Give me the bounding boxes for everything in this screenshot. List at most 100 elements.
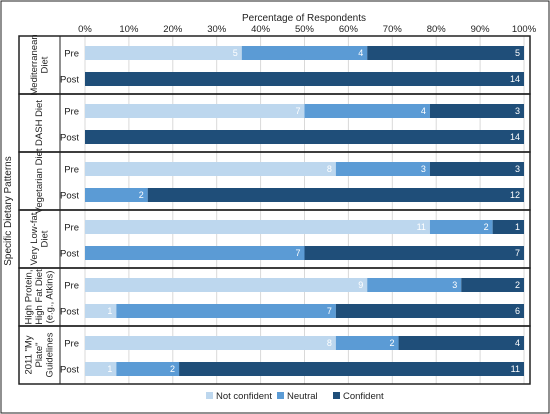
bar-segment xyxy=(85,72,524,86)
data-label: 5 xyxy=(515,48,520,58)
x-tick-label: 40% xyxy=(251,24,271,35)
x-tick-label: 70% xyxy=(383,24,403,35)
row-label: Pre xyxy=(64,49,79,60)
bar-segment xyxy=(429,104,524,118)
row-label: Post xyxy=(60,133,79,144)
bar-segment xyxy=(367,46,524,60)
data-label: 1 xyxy=(107,306,112,316)
bar-segment xyxy=(304,104,430,118)
group-label: Diet xyxy=(39,230,50,247)
row-label: Post xyxy=(60,365,79,376)
data-label: 7 xyxy=(327,306,332,316)
data-label: 3 xyxy=(515,164,520,174)
data-label: 2 xyxy=(484,222,489,232)
data-label: 7 xyxy=(295,106,300,116)
group-label: High Fat Diet xyxy=(34,269,45,325)
group-label: Very Low-fat xyxy=(29,212,40,265)
bar-segment xyxy=(85,246,305,260)
bar-segment xyxy=(429,162,524,176)
y-axis-title: Specific Dietary Patterns xyxy=(3,156,14,266)
x-tick-label: 80% xyxy=(427,24,447,35)
bar-segment xyxy=(85,188,148,202)
bar-segment xyxy=(147,188,524,202)
group-label: Diet xyxy=(39,56,50,73)
group-label: High Protein, xyxy=(24,270,35,325)
legend-swatch xyxy=(277,392,284,399)
row-label: Pre xyxy=(64,339,79,350)
bar-segment xyxy=(335,304,524,318)
row-label: Post xyxy=(60,191,79,202)
legend-label: Not confident xyxy=(216,391,272,402)
data-label: 6 xyxy=(515,306,520,316)
data-label: 9 xyxy=(358,280,363,290)
bar-segment xyxy=(85,220,430,234)
bar-segment xyxy=(429,220,493,234)
x-tick-label: 10% xyxy=(119,24,139,35)
row-label: Pre xyxy=(64,223,79,234)
data-label: 8 xyxy=(327,338,332,348)
data-label: 11 xyxy=(511,364,520,374)
x-tick-label: 30% xyxy=(207,24,227,35)
x-tick-label: 0% xyxy=(78,24,92,35)
x-tick-label: 90% xyxy=(471,24,491,35)
data-label: 8 xyxy=(327,164,332,174)
bar-segment xyxy=(85,130,524,144)
data-label: 3 xyxy=(421,164,426,174)
bar-segment xyxy=(85,162,336,176)
legend-label: Confident xyxy=(343,391,384,402)
data-label: 3 xyxy=(452,280,457,290)
row-label: Post xyxy=(60,307,79,318)
data-label: 3 xyxy=(515,106,520,116)
data-label: 2 xyxy=(390,338,395,348)
data-label: 4 xyxy=(515,338,520,348)
bar-segment xyxy=(492,220,524,234)
group-label: DASH Diet xyxy=(34,100,45,146)
bar-segment xyxy=(304,246,524,260)
data-label: 2 xyxy=(139,190,144,200)
row-label: Pre xyxy=(64,165,79,176)
bar-segment xyxy=(335,162,430,176)
group-label: Mediterranean xyxy=(29,34,40,95)
group-label: (e.g., Atkins) xyxy=(45,271,56,324)
bar-segment xyxy=(85,336,336,350)
data-label: 2 xyxy=(170,364,175,374)
data-label: 1 xyxy=(515,222,520,232)
bar-segment xyxy=(85,304,117,318)
bar-segment xyxy=(85,362,117,376)
data-label: 2 xyxy=(515,280,520,290)
legend-swatch xyxy=(333,392,340,399)
group-frame xyxy=(18,325,531,385)
data-label: 4 xyxy=(421,106,426,116)
group-label: Plate" xyxy=(34,342,45,367)
bar-segment xyxy=(241,46,368,60)
row-label: Pre xyxy=(64,107,79,118)
x-tick-label: 60% xyxy=(339,24,359,35)
bar-segment xyxy=(335,336,399,350)
data-label: 5 xyxy=(233,48,238,58)
legend-swatch xyxy=(206,392,213,399)
data-label: 14 xyxy=(510,132,520,142)
x-axis-title: Percentage of Respondents xyxy=(242,13,366,24)
bar-segment xyxy=(116,304,336,318)
row-label: Post xyxy=(60,75,79,86)
row-label: Pre xyxy=(64,281,79,292)
legend: Not confident Neutral Confident xyxy=(206,391,384,402)
group-label: 2011 "My xyxy=(24,335,35,374)
data-label: 4 xyxy=(358,48,363,58)
bar-segment xyxy=(398,336,524,350)
x-axis-ticks: 0% 10% 20% 30% 40% 50% 60% 70% 80% 90% 100% xyxy=(78,24,537,35)
bar-segment xyxy=(461,278,524,292)
data-label: 14 xyxy=(510,74,520,84)
x-tick-label: 20% xyxy=(163,24,183,35)
data-label: 11 xyxy=(417,222,426,232)
x-tick-label: 100% xyxy=(512,24,537,35)
bar-segment xyxy=(85,278,368,292)
data-label: 7 xyxy=(295,248,300,258)
bar-segment xyxy=(85,104,305,118)
bar-segment xyxy=(85,46,242,60)
data-label: 12 xyxy=(510,190,520,200)
